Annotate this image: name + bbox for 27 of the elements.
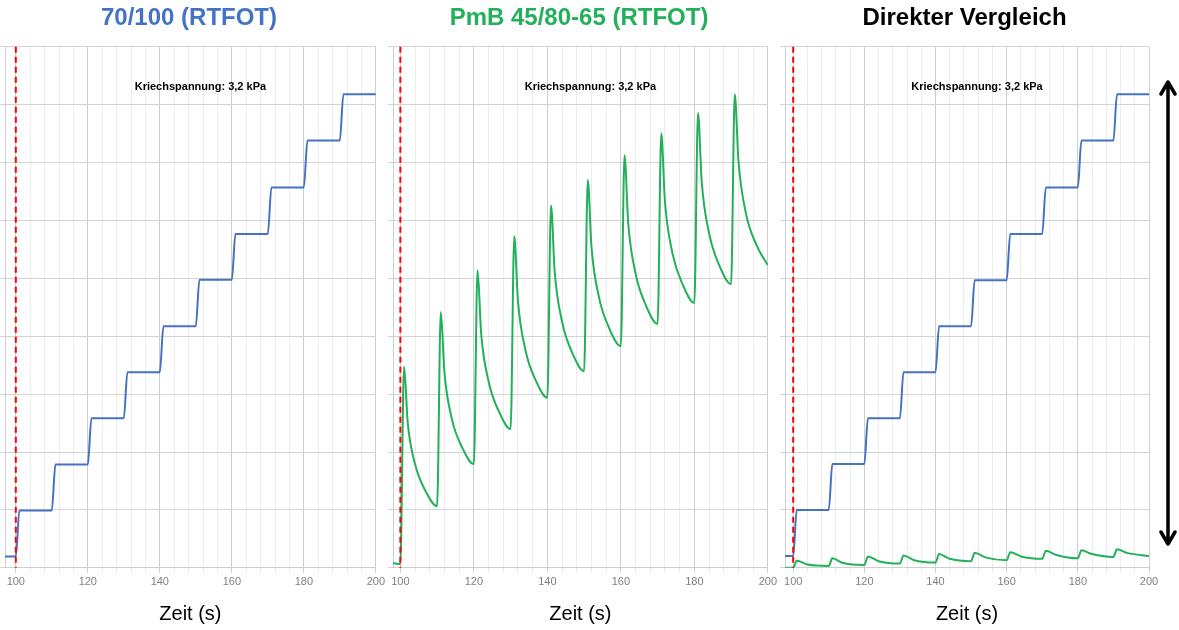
x-tick-label: 100 [6,575,25,588]
x-tick-label: 180 [1068,575,1088,588]
text: Kriechspannung: 3,2 kPa [911,79,1044,92]
x-tick-label: 160 [222,575,241,588]
x-tick-label: 200 [366,575,385,588]
x-axis-title: Zeit (s) [549,601,612,624]
x-tick-label: 200 [758,575,777,588]
chart-title: PmB 45/80-65 (RTFOT) [449,3,709,31]
x-axis-title: Zeit (s) [935,601,999,624]
chart-title: 70/100 (RTFOT) [100,3,278,31]
x-tick-label: 140 [538,575,557,588]
x-tick-label: 160 [611,575,631,588]
x-tick-label: 100 [391,575,410,588]
x-tick-label: 140 [926,575,945,588]
x-tick-label: 120 [855,575,874,588]
x-tick-label: 200 [1139,575,1159,588]
x-tick-label: 160 [997,575,1016,588]
x-axis-title: Zeit (s) [159,601,222,624]
chart-title: Direkter Vergleich [862,3,1067,31]
x-tick-label: 140 [150,575,169,588]
x-tick-label: 120 [78,575,97,588]
text: Kriechspannung: 3,2 kPa [524,79,657,92]
x-tick-label: 120 [464,575,484,588]
x-tick-label: 180 [685,575,704,588]
x-tick-label: 180 [294,575,313,588]
x-tick-label: 100 [784,575,803,588]
text: Kriechspannung: 3,2 kPa [134,79,267,92]
